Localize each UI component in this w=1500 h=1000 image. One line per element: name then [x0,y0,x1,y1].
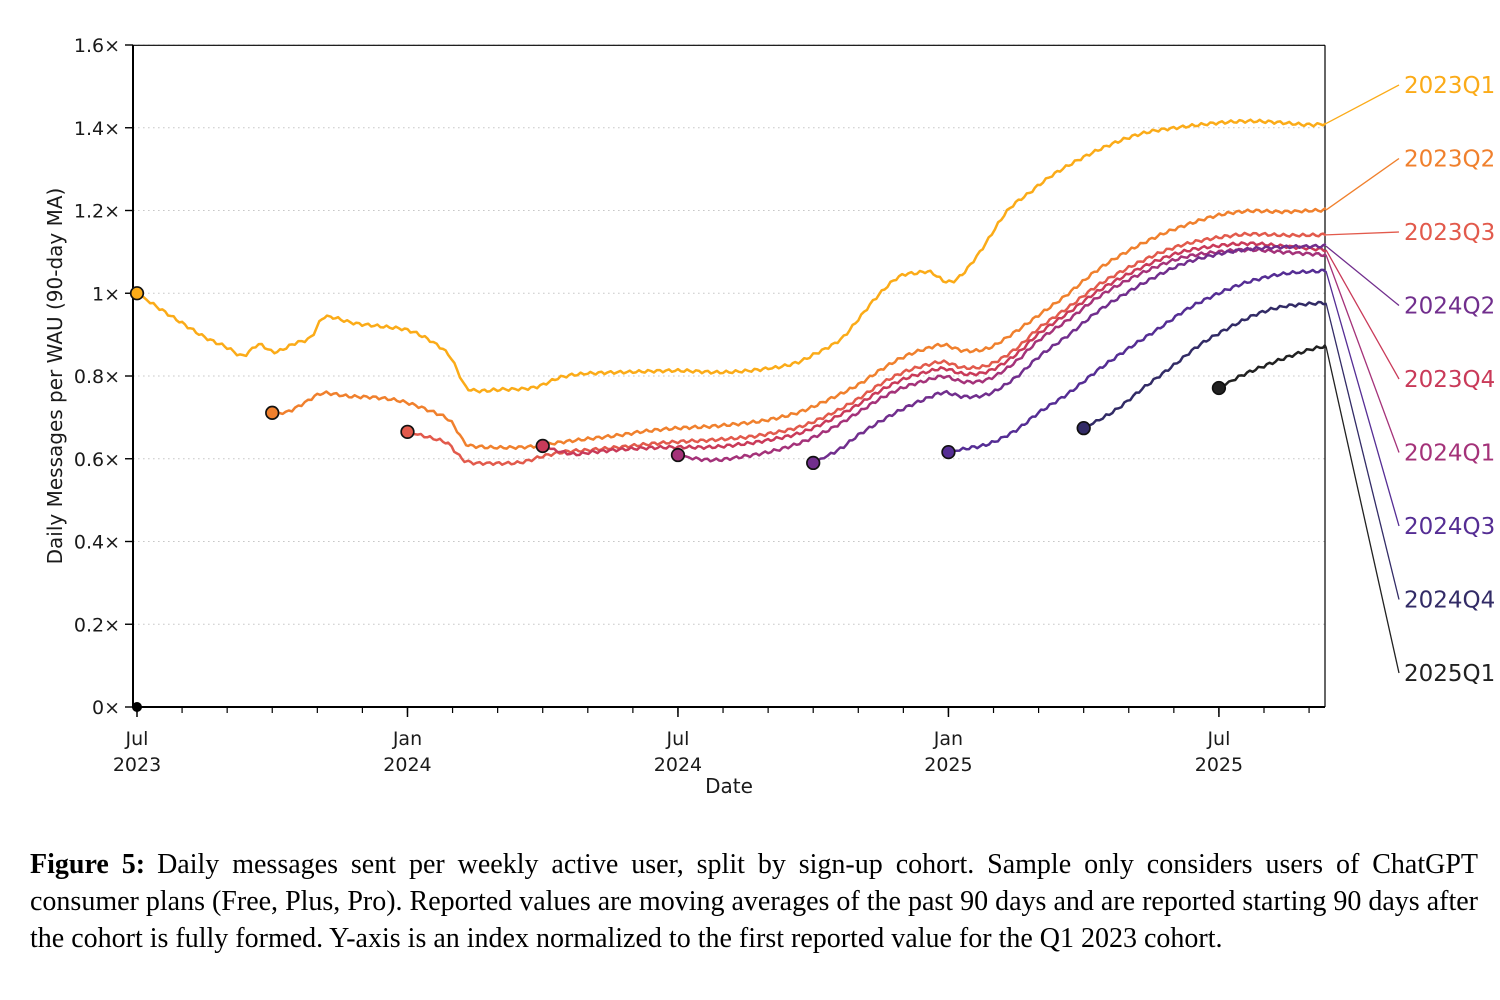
y-tick-label: 1× [92,283,120,305]
series-line-2023Q3 [406,231,1327,467]
x-tick-label-year: 2025 [1195,754,1243,776]
series-2024Q2 [806,243,1327,471]
x-tick-label-year: 2024 [654,754,702,776]
y-tick-label: 1.2× [74,201,120,223]
axis-tick-labels: 0× 0.2× 0.4× 0.6× 0.8× 1× 1.2× 1.4× 1.6× Jul 2023 J… [74,35,1243,776]
legend-label-2025Q1: 2025Q1 [1404,661,1495,687]
x-tick-label: Jan [933,728,963,750]
y-tick-label: 1.6× [74,35,120,57]
series-line-2023Q4 [541,241,1327,457]
legend-label-2024Q4: 2024Q4 [1404,588,1495,614]
series-line-2024Q4 [1082,300,1327,430]
figure-chart: 0× 0.2× 0.4× 0.6× 0.8× 1× 1.2× 1.4× 1.6× Jul 2023 J… [43,35,1495,798]
figure-caption: Figure 5: Daily messages sent per weekly … [30,846,1478,957]
figure-caption-label: Figure 5: [30,849,146,880]
series-2024Q3 [941,268,1327,460]
series-start-dot-2023Q1 [129,286,145,301]
plot-spines [132,44,1326,708]
x-tick-label-year: 2025 [924,754,972,776]
y-tick-label: 1.4× [74,118,120,140]
series-line-2024Q3 [947,268,1327,454]
axis-ticks [125,44,1310,717]
series-start-dot-2023Q4 [535,438,550,454]
figure-caption-text: Daily messages sent per weekly active us… [30,849,1478,954]
series-2023Q1 [129,118,1327,394]
y-tick-label: 0.8× [74,366,120,388]
x-tick-label: Jul [665,728,689,750]
series-start-dot-2024Q4 [1076,420,1091,436]
y-tick-label: 0.4× [74,532,120,554]
series-start-dot-2024Q2 [806,455,821,471]
legend-label-2024Q3: 2024Q3 [1404,514,1495,540]
x-axis-title: Date [705,774,753,798]
y-axis-title: Daily Messages per WAU (90-day MA) [43,188,67,565]
series-start-dot-2024Q3 [941,444,956,460]
series-start-dot-2025Q1 [1211,380,1227,396]
series-line-2025Q1 [1217,344,1327,390]
legend-label-2023Q3: 2023Q3 [1404,220,1495,246]
x-tick-label-year: 2023 [113,754,161,776]
series-line-2023Q2 [270,207,1327,451]
x-tick-label: Jul [1206,728,1230,750]
series-2023Q4 [535,241,1327,457]
origin-marker [132,702,142,712]
series-line-2024Q2 [811,243,1327,465]
series-start-dot-2023Q2 [265,405,280,420]
x-tick-label: Jan [392,728,422,750]
legend-label-2023Q1: 2023Q1 [1404,73,1495,99]
y-tick-label: 0.6× [74,449,120,471]
series-2023Q3 [400,231,1327,467]
cohort-messages-line-chart: 0× 0.2× 0.4× 0.6× 0.8× 1× 1.2× 1.4× 1.6× Jul 2023 J… [43,35,1495,798]
y-tick-label: 0× [92,697,120,719]
series-start-dot-2024Q1 [670,447,686,463]
series-2025Q1 [1211,344,1327,396]
y-tick-label: 0.2× [74,614,120,636]
x-tick-label: Jul [125,728,149,750]
y-gridlines [133,44,1325,708]
legend-label-2024Q2: 2024Q2 [1404,294,1495,320]
legend-label-2024Q1: 2024Q1 [1404,441,1495,467]
series-2024Q4 [1076,300,1327,436]
series-line-2023Q1 [135,118,1327,394]
series-start-dot-2023Q3 [400,424,415,440]
x-tick-label-year: 2024 [383,754,431,776]
series-line-2024Q1 [676,247,1327,463]
legend-label-2023Q4: 2023Q4 [1404,367,1495,393]
legend: 2023Q1 2023Q2 2023Q3 2024Q2 2023Q4 2024Q1 2024… [1325,73,1495,687]
series-2024Q1 [670,247,1327,463]
series-2023Q2 [265,207,1327,451]
legend-label-2023Q2: 2023Q2 [1404,147,1495,173]
